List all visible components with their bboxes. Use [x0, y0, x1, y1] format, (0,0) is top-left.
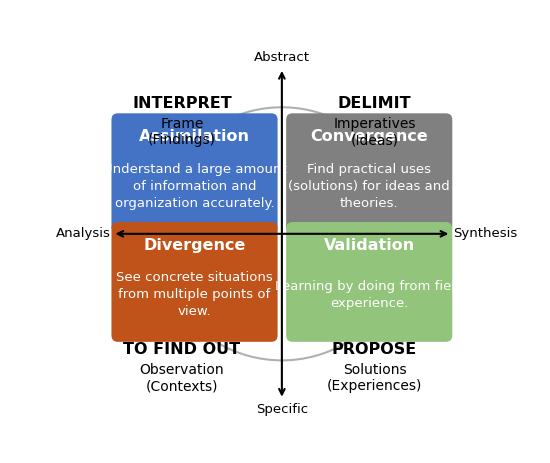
Text: Validation: Validation	[323, 238, 415, 253]
Text: Frame
(Findings): Frame (Findings)	[148, 117, 216, 147]
FancyBboxPatch shape	[286, 222, 452, 342]
Text: Learning by doing from field
experience.: Learning by doing from field experience.	[275, 280, 464, 310]
Text: Divergence: Divergence	[144, 238, 246, 253]
FancyBboxPatch shape	[112, 113, 278, 233]
Text: INTERPRET: INTERPRET	[132, 96, 232, 111]
Text: Observation
(Contexts): Observation (Contexts)	[140, 363, 224, 393]
Text: Solutions
(Experiences): Solutions (Experiences)	[327, 363, 422, 393]
Text: Synthesis: Synthesis	[453, 227, 517, 240]
Text: Analysis: Analysis	[56, 227, 111, 240]
Text: TO FIND OUT: TO FIND OUT	[124, 342, 240, 357]
Text: Abstract: Abstract	[254, 51, 310, 64]
FancyBboxPatch shape	[112, 222, 278, 342]
Text: Convergence: Convergence	[310, 129, 428, 144]
Text: Understand a large amount
of information and
organization accurately.: Understand a large amount of information…	[103, 163, 287, 210]
Text: Find practical uses
(solutions) for ideas and
theories.: Find practical uses (solutions) for idea…	[288, 163, 450, 210]
FancyBboxPatch shape	[286, 113, 452, 233]
Text: Specific: Specific	[256, 403, 308, 416]
Text: DELIMIT: DELIMIT	[338, 96, 411, 111]
Text: Assimilation: Assimilation	[139, 129, 250, 144]
Text: PROPOSE: PROPOSE	[332, 342, 417, 357]
Text: Imperatives
(Ideas): Imperatives (Ideas)	[333, 117, 416, 147]
Text: See concrete situations
from multiple points of
view.: See concrete situations from multiple po…	[116, 271, 273, 318]
